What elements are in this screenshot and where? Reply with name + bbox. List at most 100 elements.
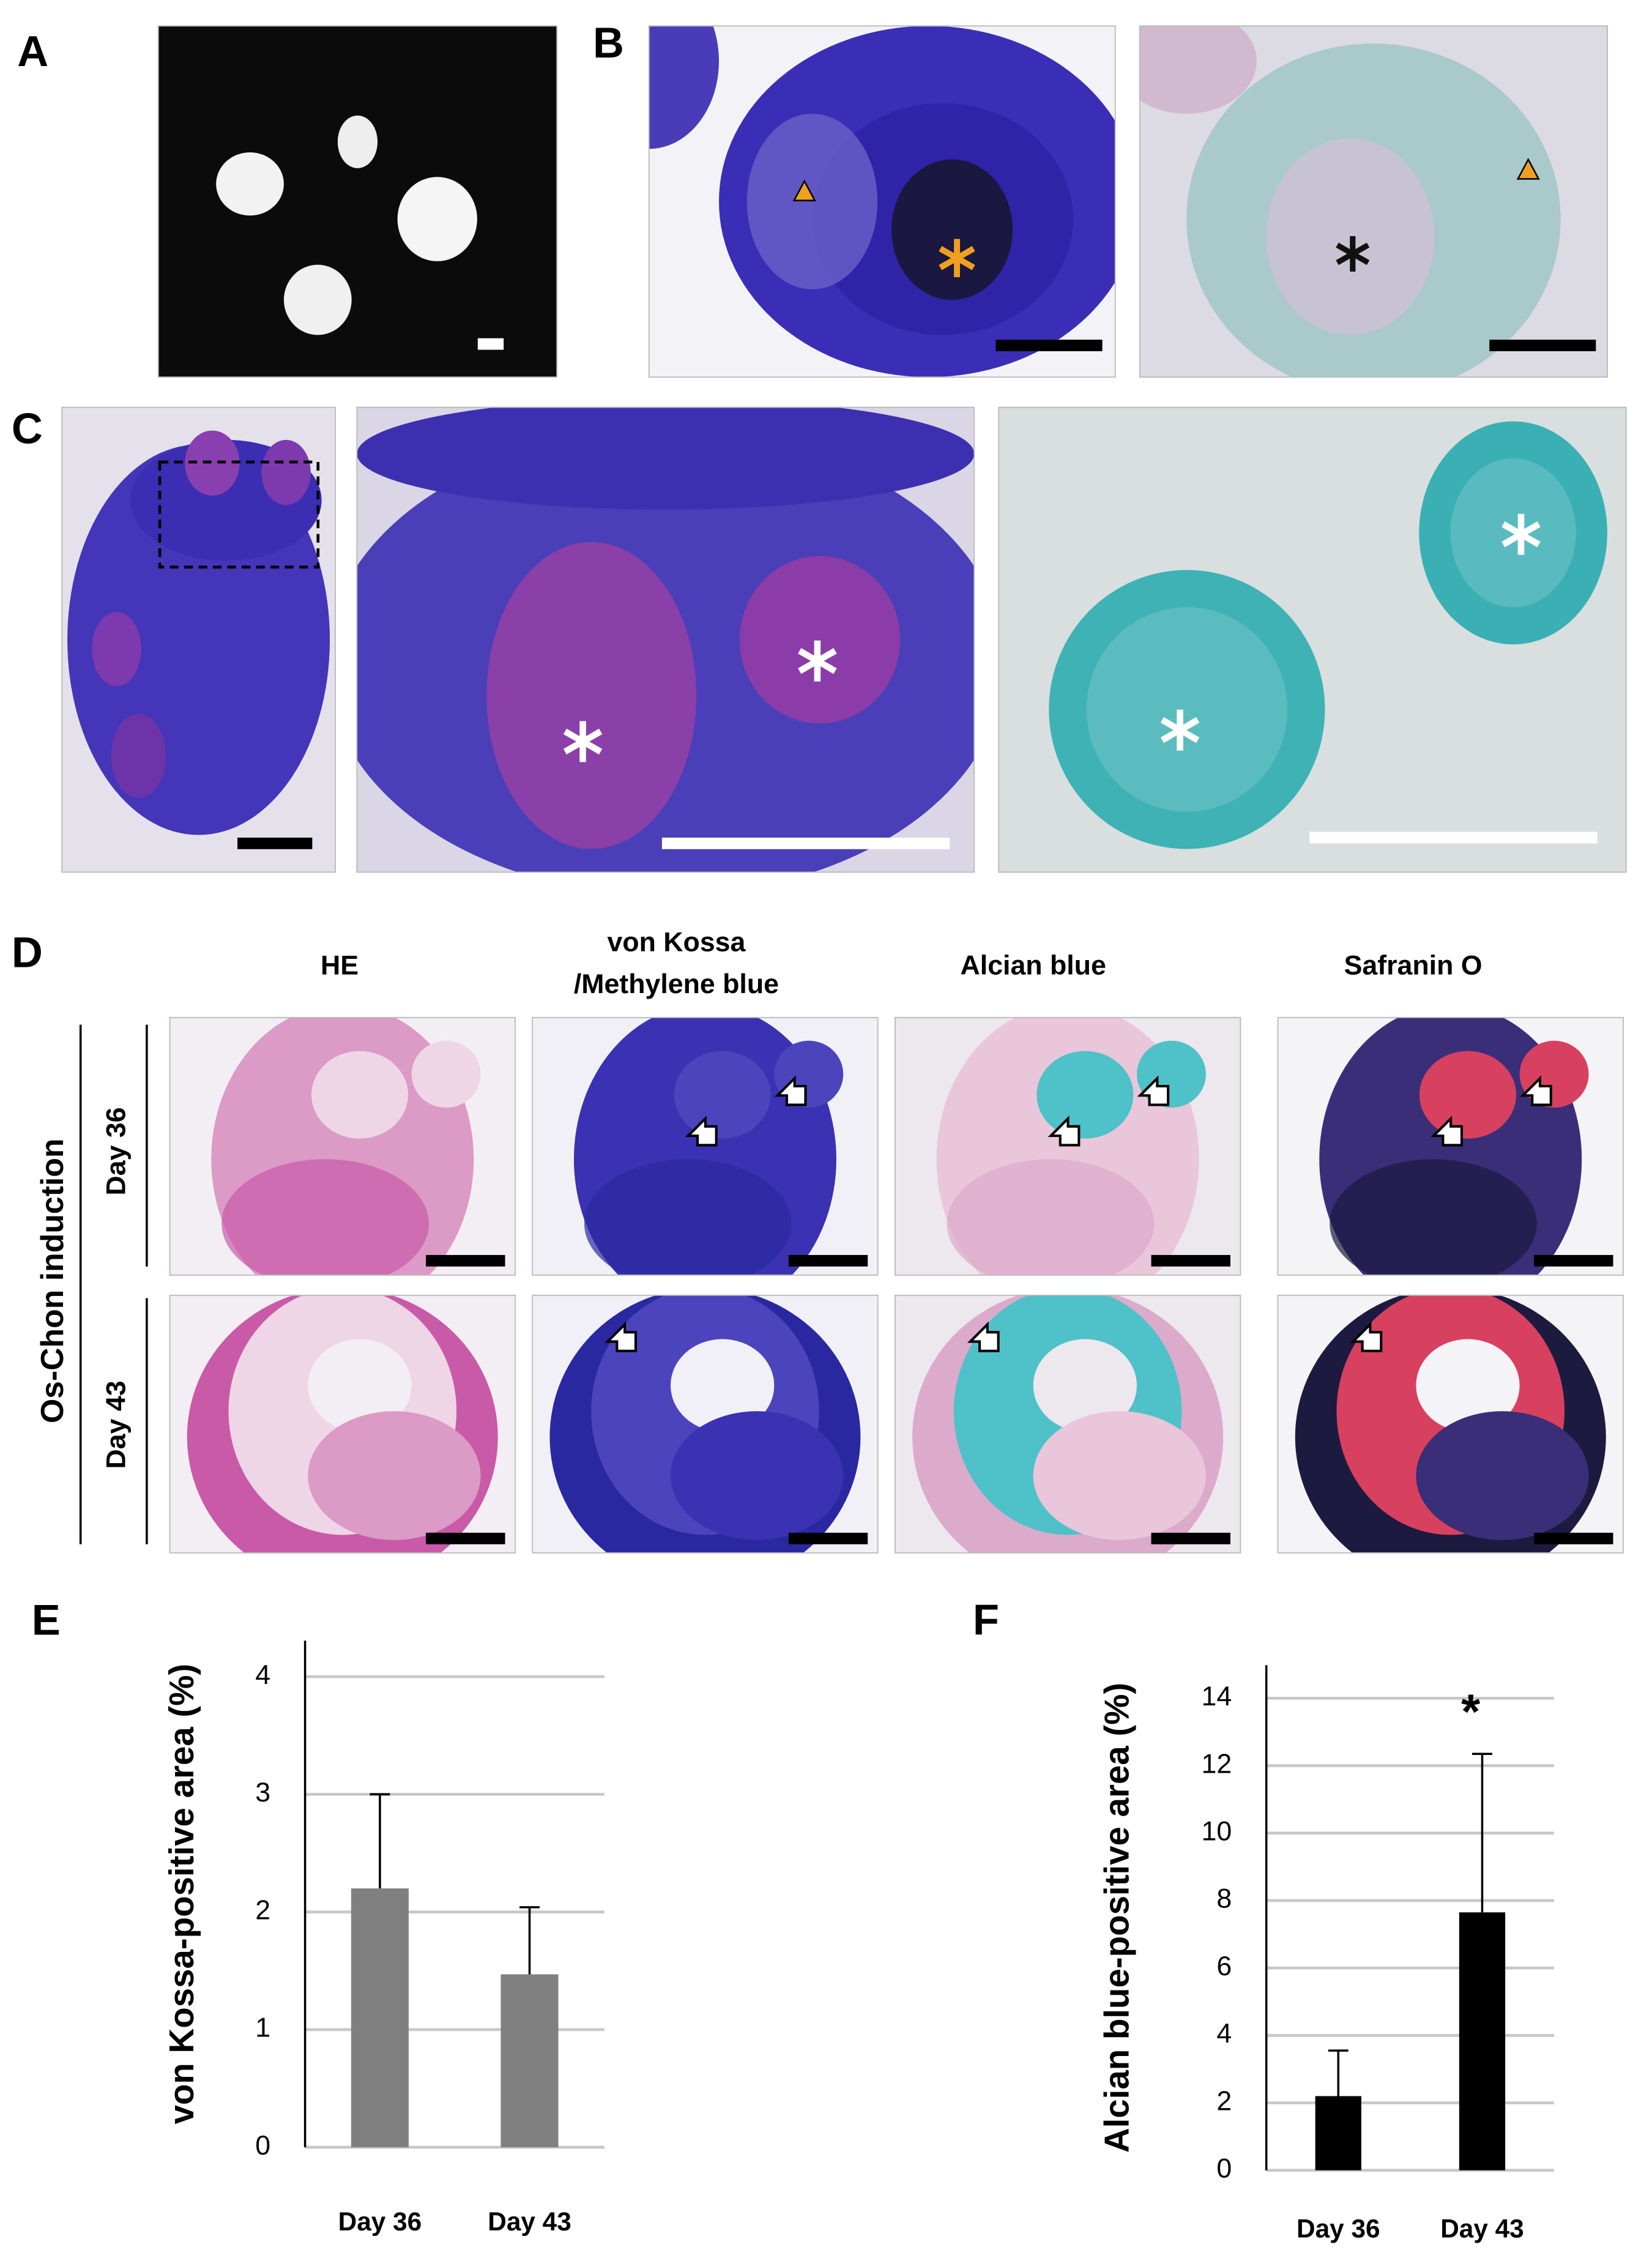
micrograph-border	[1277, 1016, 1624, 1276]
panel-label: F	[973, 1596, 999, 1644]
row-label: Day 36	[102, 1108, 132, 1196]
panel-label: C	[12, 404, 43, 452]
micrographs	[61, 25, 1627, 1554]
micrograph-border	[356, 406, 975, 873]
tissue	[1330, 1159, 1537, 1275]
y-tick-label: 2	[1216, 2086, 1232, 2116]
micrograph	[648, 25, 1116, 378]
micrograph	[532, 1016, 879, 1276]
panel-label: A	[17, 27, 48, 75]
scale-bar	[1534, 1254, 1613, 1267]
micrograph	[1277, 1016, 1624, 1276]
micrograph-content	[1278, 1295, 1623, 1553]
y-tick-label: 10	[1202, 1817, 1232, 1847]
micrograph-content	[895, 1017, 1241, 1275]
tissue	[357, 407, 975, 510]
micrograph-border	[1277, 1294, 1624, 1554]
scale-bar	[1151, 1532, 1230, 1544]
panel-label: E	[32, 1596, 61, 1644]
tissue	[221, 1159, 429, 1275]
micrograph	[894, 1294, 1241, 1554]
bar	[500, 1974, 559, 2148]
y-tick-label: 6	[1216, 1951, 1232, 1981]
micrograph-content	[62, 407, 335, 873]
micrograph	[1277, 1294, 1624, 1554]
column-header: Safranin O	[1344, 950, 1483, 980]
micrograph-border	[61, 406, 336, 873]
panel-label: D	[12, 928, 43, 976]
micrograph	[61, 406, 336, 873]
tissue	[486, 542, 697, 849]
micrograph	[356, 406, 975, 873]
micrograph-content	[357, 407, 975, 873]
tissue	[649, 26, 719, 149]
tissue	[1419, 1051, 1516, 1139]
tissue	[1033, 1411, 1206, 1540]
y-axis-label: Alcian blue-positive area (%)	[1098, 1683, 1136, 2153]
y-tick-label: 12	[1202, 1749, 1232, 1779]
micrograph-border	[998, 406, 1627, 873]
tissue	[674, 1051, 771, 1139]
y-tick-label: 0	[1216, 2154, 1232, 2184]
micrograph-border	[169, 1016, 516, 1276]
micrograph-border	[894, 1294, 1241, 1554]
micrograph-content	[1278, 1017, 1623, 1275]
micrograph-bg	[158, 26, 557, 378]
scale-bar	[788, 1532, 868, 1544]
micrograph	[998, 406, 1627, 873]
micrograph	[532, 1294, 879, 1554]
tissue	[411, 1040, 481, 1108]
micrograph-content	[169, 1017, 515, 1275]
micrograph-content	[169, 1295, 515, 1553]
micrograph-border	[1139, 25, 1609, 378]
scale-bar	[237, 837, 313, 849]
inset-box	[158, 460, 320, 569]
bar	[351, 1888, 409, 2148]
micrograph-border	[169, 1294, 516, 1554]
micrograph-content	[895, 1295, 1241, 1553]
tissue	[216, 152, 284, 216]
tissue	[111, 714, 166, 798]
y-tick-label: 8	[1216, 1884, 1232, 1914]
bar	[1315, 2096, 1361, 2170]
tissue	[185, 430, 240, 496]
group-label: Os-Chon induction	[34, 1139, 70, 1424]
tissue	[311, 1051, 409, 1139]
tissue	[670, 1411, 844, 1540]
scale-bar	[661, 837, 950, 849]
x-tick-label: Day 43	[1440, 2214, 1524, 2243]
tissue	[1139, 26, 1257, 114]
micrograph-content	[532, 1017, 878, 1275]
column-header: HE	[321, 950, 359, 980]
tissue	[739, 556, 901, 724]
tissue	[947, 1159, 1155, 1275]
y-tick-label: 4	[255, 1660, 270, 1690]
micrograph-border	[648, 25, 1116, 378]
micrograph	[169, 1016, 516, 1276]
scale-bar	[426, 1254, 505, 1267]
tissue	[1519, 1040, 1589, 1108]
micrograph	[169, 1294, 516, 1554]
tissue	[1086, 607, 1287, 812]
micrograph-content	[649, 26, 1115, 378]
row-label: Day 43	[102, 1380, 132, 1469]
micrograph-content	[1139, 26, 1608, 378]
column-header: Alcian blue	[961, 950, 1106, 980]
tissue	[1137, 1040, 1206, 1108]
tissue	[1036, 1051, 1134, 1139]
micrograph	[1139, 25, 1609, 378]
tissue	[774, 1040, 844, 1108]
y-tick-label: 0	[255, 2131, 270, 2161]
micrograph-content	[158, 26, 557, 378]
y-tick-label: 14	[1202, 1682, 1232, 1712]
scale-bar	[1309, 832, 1598, 844]
bar	[1459, 1912, 1506, 2170]
tissue	[283, 264, 352, 335]
y-axis-label: von Kossa-positive area (%)	[162, 1664, 201, 2125]
tissue	[1033, 1339, 1137, 1432]
scale-bar	[477, 338, 504, 350]
scale-bar	[1151, 1254, 1230, 1267]
